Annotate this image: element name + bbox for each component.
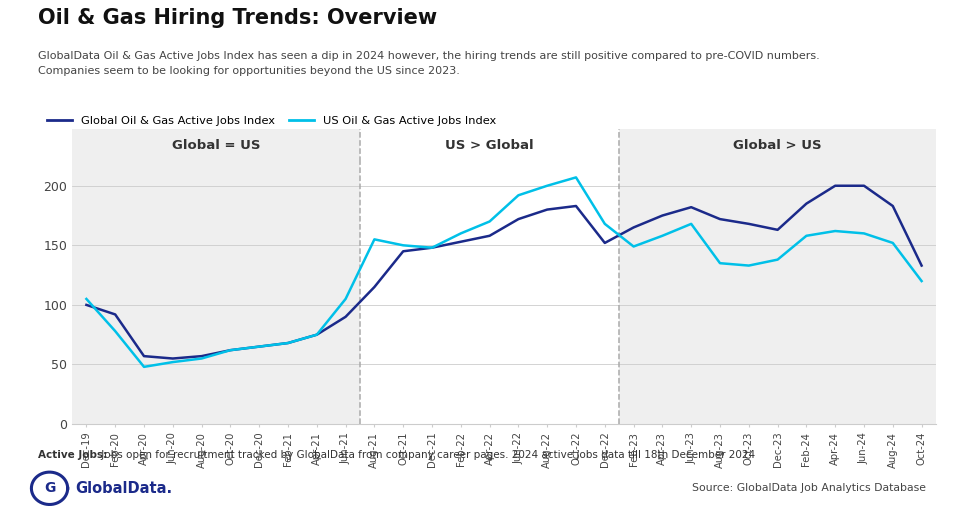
Bar — [619, 162, 936, 424]
Text: GlobalData Oil & Gas Active Jobs Index has seen a dip in 2024 however, the hirin: GlobalData Oil & Gas Active Jobs Index h… — [38, 51, 820, 76]
Text: US > Global: US > Global — [445, 139, 534, 152]
Text: Global > US: Global > US — [733, 139, 822, 152]
Legend: Global Oil & Gas Active Jobs Index, US Oil & Gas Active Jobs Index: Global Oil & Gas Active Jobs Index, US O… — [42, 111, 500, 130]
Text: Source: GlobalData Job Analytics Database: Source: GlobalData Job Analytics Databas… — [692, 484, 926, 493]
Text: Oil & Gas Hiring Trends: Overview: Oil & Gas Hiring Trends: Overview — [38, 8, 438, 28]
Text: G: G — [44, 481, 56, 495]
Bar — [72, 128, 360, 162]
Text: Active Jobs:: Active Jobs: — [38, 450, 108, 460]
Bar — [360, 128, 619, 162]
Bar — [72, 162, 360, 424]
Bar — [360, 162, 619, 424]
Text: Jobs open for recruitment tracked by GlobalData from company career pages. 2024 : Jobs open for recruitment tracked by Glo… — [98, 450, 756, 460]
Text: GlobalData.: GlobalData. — [76, 481, 173, 496]
Text: Global = US: Global = US — [172, 139, 260, 152]
Bar — [619, 128, 936, 162]
